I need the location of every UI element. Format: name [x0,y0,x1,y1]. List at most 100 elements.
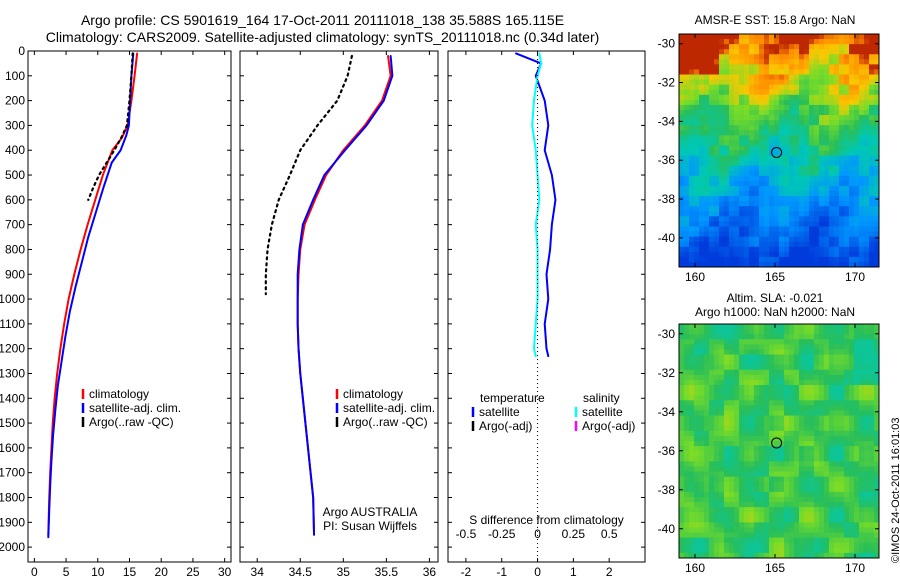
map-y-tick-label: -40 [658,231,676,245]
panel-frame [239,50,439,563]
x-tick-label: 36 [423,565,437,579]
x-tick-label: 25 [186,565,200,579]
depth-tick-label: 500 [5,168,25,182]
depth-tick-label: 2000 [0,540,25,554]
map-y-tick-label: -34 [658,405,676,419]
depth-tick-label: 900 [5,267,25,281]
map-y-tick-label: -34 [658,114,676,128]
x-tick-label: 2 [606,565,613,579]
s-diff-tick-label: 0.5 [601,527,618,541]
x-tick-label: 30 [218,565,232,579]
profile-title: Argo profile: CS 5901619_164 17-Oct-2011… [80,12,565,28]
credit-program: Argo AUSTRALIA [323,505,418,519]
depth-tick-label: 1700 [0,466,25,480]
sla-map-subtitle: Argo h1000: NaN h2000: NaN [694,305,856,319]
legend-head-temp: temperature [480,391,545,405]
map-frame [678,323,880,559]
depth-tick-label: 1200 [0,342,25,356]
map-x-tick-label: 170 [845,561,865,575]
legend-label: Argo(-adj) [582,419,635,433]
s-diff-tick-label: 0.25 [562,527,586,541]
x-tick-label: 1 [570,565,577,579]
legend-label: satellite-adj. clim. [89,401,181,415]
x-tick-label: 0 [534,565,541,579]
map-y-tick-label: -38 [658,483,676,497]
s-diff-tick-label: 0 [534,527,541,541]
sst-map [678,33,880,268]
s-diff-axis-label: S difference from climatology [469,513,624,527]
x-tick-label: -1 [496,565,507,579]
depth-tick-label: 1900 [0,515,25,529]
depth-tick-label: 1800 [0,491,25,505]
x-tick-label: -2 [461,565,472,579]
map-y-tick-label: -40 [658,522,676,536]
legend-label: Argo(-adj) [479,419,532,433]
sla-map-title: Altim. SLA: -0.021 [726,291,824,305]
map-frame [678,33,880,268]
x-tick-label: 10 [91,565,105,579]
legend-label: Argo(..raw -QC) [89,415,174,429]
map-y-tick-label: -36 [658,153,676,167]
legend-label: climatology [343,387,403,401]
x-tick-label: 5 [63,565,70,579]
x-tick-label: 35.5 [375,565,399,579]
legend-label: satellite-adj. clim. [343,401,435,415]
depth-tick-label: 700 [5,218,25,232]
series-line-2 [264,54,354,296]
legend-head-sal: salinity [583,391,620,405]
credit-pi: PI: Susan Wijffels [323,519,417,533]
series-line-0 [296,54,392,536]
s-diff-tick-label: -0.25 [488,527,516,541]
legend-label: climatology [89,387,149,401]
depth-tick-label: 0 [18,44,25,58]
x-tick-label: 0 [31,565,38,579]
depth-tick-label: 400 [5,143,25,157]
map-y-tick-label: -30 [658,327,676,341]
panel-frame [447,50,646,563]
argo-position-marker [771,146,783,158]
depth-tick-label: 1300 [0,366,25,380]
depth-tick-label: 600 [5,193,25,207]
series-line-1 [47,52,135,539]
depth-tick-label: 300 [5,118,25,132]
panel-frame [27,50,232,563]
depth-tick-label: 1600 [0,441,25,455]
depth-tick-label: 1000 [0,292,25,306]
x-tick-label: 34.5 [289,565,313,579]
map-x-tick-label: 160 [685,561,705,575]
profile-panel-1 [239,50,439,563]
profile-panel-0 [27,50,232,563]
map-y-tick-label: -30 [658,37,676,51]
series-line-0 [515,52,557,358]
x-tick-label: 15 [123,565,137,579]
sla-map [678,323,880,559]
map-y-tick-label: -38 [658,192,676,206]
legend-label: satellite [582,405,623,419]
sst-map-title: AMSR-E SST: 15.8 Argo: NaN [694,13,856,27]
x-tick-label: 35 [337,565,351,579]
map-y-tick-label: -36 [658,444,676,458]
depth-tick-label: 100 [5,69,25,83]
profile-panel-2 [447,50,646,563]
map-x-tick-label: 160 [685,270,705,284]
x-tick-label: 20 [155,565,169,579]
series-line-0 [47,52,139,536]
map-x-tick-label: 165 [765,561,785,575]
depth-tick-label: 800 [5,242,25,256]
legend-label: satellite [479,405,520,419]
depth-tick-label: 1100 [0,317,25,331]
series-line-1 [531,52,543,358]
climatology-title: Climatology: CARS2009. Satellite-adjuste… [45,29,600,45]
depth-tick-label: 200 [5,94,25,108]
map-y-tick-label: -32 [658,76,676,90]
series-line-2 [87,52,134,201]
map-y-tick-label: -32 [658,366,676,380]
argo-position-marker [771,437,783,449]
depth-tick-label: 1400 [0,391,25,405]
map-x-tick-label: 165 [765,270,785,284]
map-x-tick-label: 170 [845,270,865,284]
legend-label: Argo(..raw -QC) [343,415,428,429]
series-line-1 [296,54,394,536]
depth-tick-label: 1500 [0,416,25,430]
